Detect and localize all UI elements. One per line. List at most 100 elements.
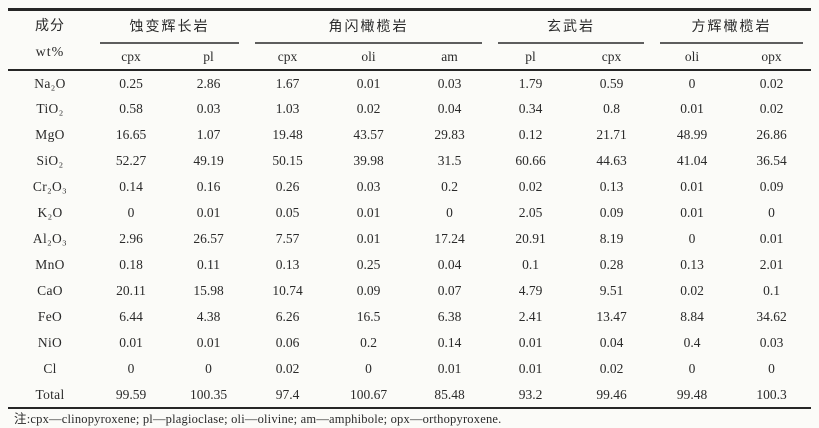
mineral-column-row: cpx pl cpx oli am pl cpx oli opx	[8, 44, 811, 71]
table-row: Total 99.59 100.35 97.4 100.67 85.48 93.2 99.46…	[8, 382, 811, 409]
value-cell: 0.12	[518, 127, 543, 142]
value-cell: 0	[688, 361, 696, 376]
value-cell: 2.96	[119, 231, 143, 246]
value-cell: 16.5	[356, 309, 381, 324]
table-row: MnO 0.18 0.11 0.13 0.25 0.04 0.1 0.28 0.13 2.01	[8, 252, 811, 278]
value-cell: 8.19	[599, 231, 624, 246]
value-cell: 0	[446, 205, 453, 220]
table-header: 成分 wt% 蚀变辉长岩 角闪橄榄岩 玄武岩 方辉橄榄岩 cpx pl	[8, 9, 811, 71]
value-cell: 0.02	[759, 101, 784, 116]
value-cell: 100.35	[170, 382, 247, 409]
table-row: MgO 16.65 1.07 19.48 43.57 29.83 0.12 21.71 48.9…	[8, 122, 811, 148]
value-cell: 21.71	[596, 127, 627, 142]
group-header-altered-gabbro: 蚀变辉长岩	[92, 10, 247, 44]
value-cell: 0	[205, 361, 212, 376]
row-label: Cl	[43, 361, 57, 376]
value-cell: 4.38	[196, 309, 221, 324]
value-cell: 0.02	[518, 179, 543, 194]
row-label: MnO	[35, 257, 65, 272]
value-cell: 0.01	[437, 361, 462, 376]
column-header-cpx: cpx	[571, 44, 652, 71]
value-cell: 4.79	[518, 283, 543, 298]
wt-percent-label: wt%	[35, 45, 65, 60]
value-cell: 44.63	[596, 153, 627, 168]
value-cell: 0.01	[119, 335, 143, 350]
value-cell: 6.26	[275, 309, 300, 324]
value-cell: 0.06	[275, 335, 300, 350]
abbreviation-note: 注:cpx—clinopyroxene; pl—plagioclase; oli…	[14, 412, 502, 426]
value-cell: 0.11	[196, 257, 221, 272]
value-cell: 29.83	[434, 127, 465, 142]
value-cell: 16.65	[115, 127, 147, 142]
value-cell: 0.2	[441, 179, 458, 194]
value-cell: 10.74	[272, 283, 303, 298]
value-cell: 0	[688, 75, 696, 91]
row-label: CaO	[37, 283, 63, 298]
row-label: Total	[8, 382, 92, 409]
table-row: K₂O 0 0.01 0.05 0.01 0 2.05 0.09 0.01 0	[8, 200, 811, 226]
value-cell: 100.3	[732, 382, 811, 409]
value-cell: 0.01	[356, 75, 381, 91]
value-cell: 0.14	[119, 179, 143, 194]
value-cell: 7.57	[275, 231, 300, 246]
value-cell: 0.14	[437, 335, 462, 350]
row-label: Na₂O	[34, 75, 66, 91]
value-cell: 0.25	[119, 75, 143, 91]
table-row: CaO 20.11 15.98 10.74 0.09 0.07 4.79 9.51 0.02 0.…	[8, 278, 811, 304]
value-cell: 0.16	[196, 179, 221, 194]
row-label: Cr₂O₃	[32, 179, 68, 194]
value-cell: 6.38	[437, 309, 462, 324]
row-label: MgO	[35, 127, 65, 142]
value-cell: 8.84	[680, 309, 704, 324]
value-cell: 0.05	[275, 205, 300, 220]
value-cell: 0.01	[680, 101, 704, 116]
value-cell: 100.67	[328, 382, 409, 409]
value-cell: 0.13	[599, 179, 624, 194]
value-cell: 2.01	[759, 257, 784, 272]
value-cell: 2.05	[518, 205, 543, 220]
value-cell: 19.48	[272, 127, 303, 142]
value-cell: 0.04	[437, 101, 462, 116]
value-cell: 0.01	[196, 205, 221, 220]
value-cell: 26.57	[193, 231, 224, 246]
value-cell: 26.86	[756, 127, 787, 142]
value-cell: 17.24	[434, 231, 465, 246]
table-row: SiO₂ 52.27 49.19 50.15 39.98 31.5 60.66 44.63 41…	[8, 148, 811, 174]
mineral-composition-table: 成分 wt% 蚀变辉长岩 角闪橄榄岩 玄武岩 方辉橄榄岩 cpx pl	[8, 8, 811, 409]
value-cell: 50.15	[272, 153, 303, 168]
value-cell: 0.01	[356, 205, 381, 220]
value-cell: 13.47	[596, 309, 627, 324]
value-cell: 39.98	[353, 153, 384, 168]
component-label: 成分	[35, 19, 65, 34]
table-row: FeO 6.44 4.38 6.26 16.5 6.38 2.41 13.47 8.84 34.6…	[8, 304, 811, 330]
value-cell: 1.67	[275, 75, 300, 91]
value-cell: 0.34	[518, 101, 543, 116]
group-header-basalt: 玄武岩	[490, 10, 652, 44]
value-cell: 0.01	[759, 231, 784, 246]
value-cell: 99.59	[92, 382, 170, 409]
value-cell: 0	[768, 361, 775, 376]
value-cell: 0.02	[356, 101, 381, 116]
value-cell: 0.03	[356, 179, 381, 194]
value-cell: 0.1	[763, 283, 780, 298]
value-cell: 0.01	[680, 205, 704, 220]
value-cell: 60.66	[515, 153, 546, 168]
component-wt-header: 成分 wt%	[8, 9, 92, 71]
value-cell: 0.58	[119, 101, 143, 116]
column-header-cpx: cpx	[247, 44, 328, 71]
column-header-am: am	[409, 44, 490, 71]
value-cell: 0.28	[599, 257, 624, 272]
value-cell: 0.02	[599, 361, 624, 376]
table-row: TiO₂ 0.58 0.03 1.03 0.02 0.04 0.34 0.8 0.01 0.02	[8, 96, 811, 122]
value-cell: 0.13	[680, 257, 704, 272]
value-cell: 0.04	[437, 257, 462, 272]
value-cell: 1.79	[518, 75, 543, 91]
value-cell: 0.03	[196, 101, 221, 116]
value-cell: 0.13	[275, 257, 300, 272]
value-cell: 43.57	[353, 127, 384, 142]
table-row: Na₂O 0.25 2.86 1.67 0.01 0.03 1.79 0.59 0 0.02	[8, 70, 811, 96]
group-header-hornblende-peridotite: 角闪橄榄岩	[247, 10, 490, 44]
value-cell: 85.48	[409, 382, 490, 409]
value-cell: 0	[768, 205, 775, 220]
